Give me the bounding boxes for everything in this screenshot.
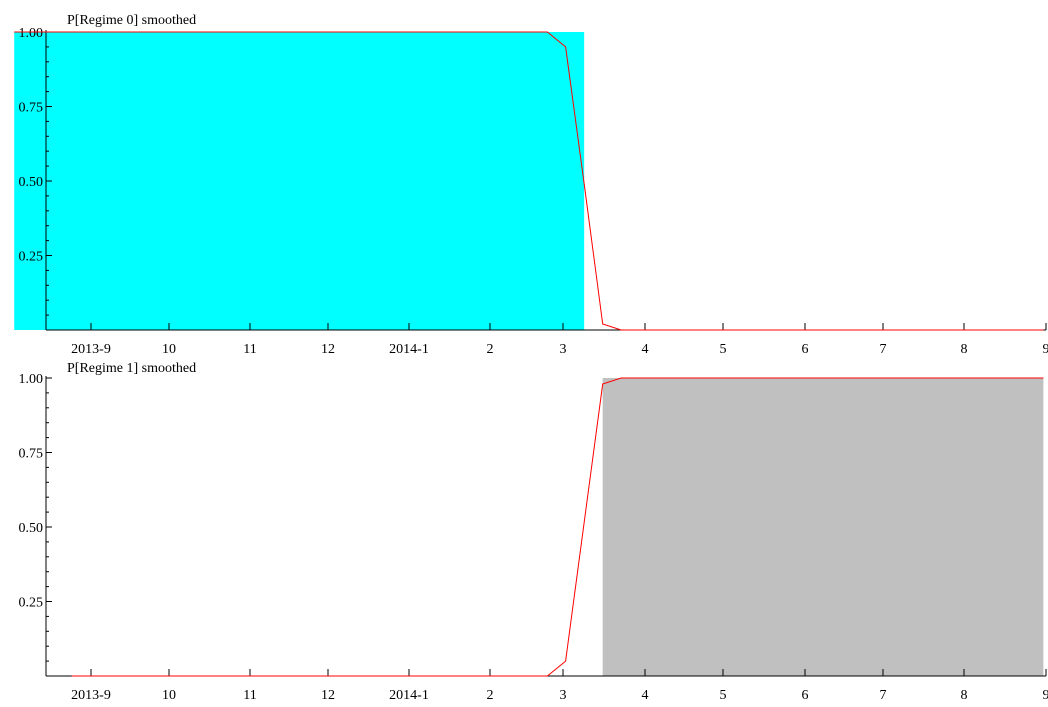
x-tick-label: 12: [321, 688, 335, 702]
x-tick-label: 2014-1: [389, 688, 429, 702]
x-tick-label: 5: [720, 688, 727, 702]
x-tick-label: 3: [560, 342, 567, 357]
y-tick-label: 0.50: [19, 175, 44, 190]
x-tick-label: 9: [1043, 342, 1048, 357]
y-tick-label: 0.25: [19, 596, 44, 611]
x-tick-label: 4: [642, 688, 649, 702]
x-tick-label: 5: [720, 342, 727, 357]
x-tick-label: 12: [321, 342, 335, 357]
x-tick-label: 2: [487, 688, 494, 702]
x-tick-label: 2013-9: [71, 688, 111, 702]
x-tick-label: 8: [961, 688, 968, 702]
x-tick-label: 4: [642, 342, 649, 357]
panel-title: P[Regime 1] smoothed: [67, 361, 196, 376]
x-tick-label: 9: [1043, 688, 1048, 702]
x-tick-label: 7: [880, 342, 887, 357]
x-tick-label: 6: [802, 688, 809, 702]
y-tick-label: 0.50: [19, 521, 44, 536]
y-tick-label: 0.75: [19, 447, 44, 462]
y-tick-label: 1.00: [19, 372, 44, 387]
x-tick-label: 3: [560, 688, 567, 702]
x-tick-label: 2013-9: [71, 342, 111, 357]
x-tick-label: 10: [162, 688, 176, 702]
regime-shade-region: [14, 32, 584, 330]
y-tick-label: 0.75: [19, 101, 44, 116]
y-tick-label: 1.00: [19, 26, 44, 41]
regime-shade-region: [603, 378, 1044, 676]
x-tick-label: 8: [961, 342, 968, 357]
x-tick-label: 2: [487, 342, 494, 357]
y-tick-label: 0.25: [19, 250, 44, 265]
x-tick-label: 2014-1: [389, 342, 429, 357]
x-tick-label: 11: [243, 688, 256, 702]
x-tick-label: 6: [802, 342, 809, 357]
x-tick-label: 7: [880, 688, 887, 702]
x-tick-label: 11: [243, 342, 256, 357]
x-tick-label: 10: [162, 342, 176, 357]
panel-title: P[Regime 0] smoothed: [67, 13, 196, 28]
